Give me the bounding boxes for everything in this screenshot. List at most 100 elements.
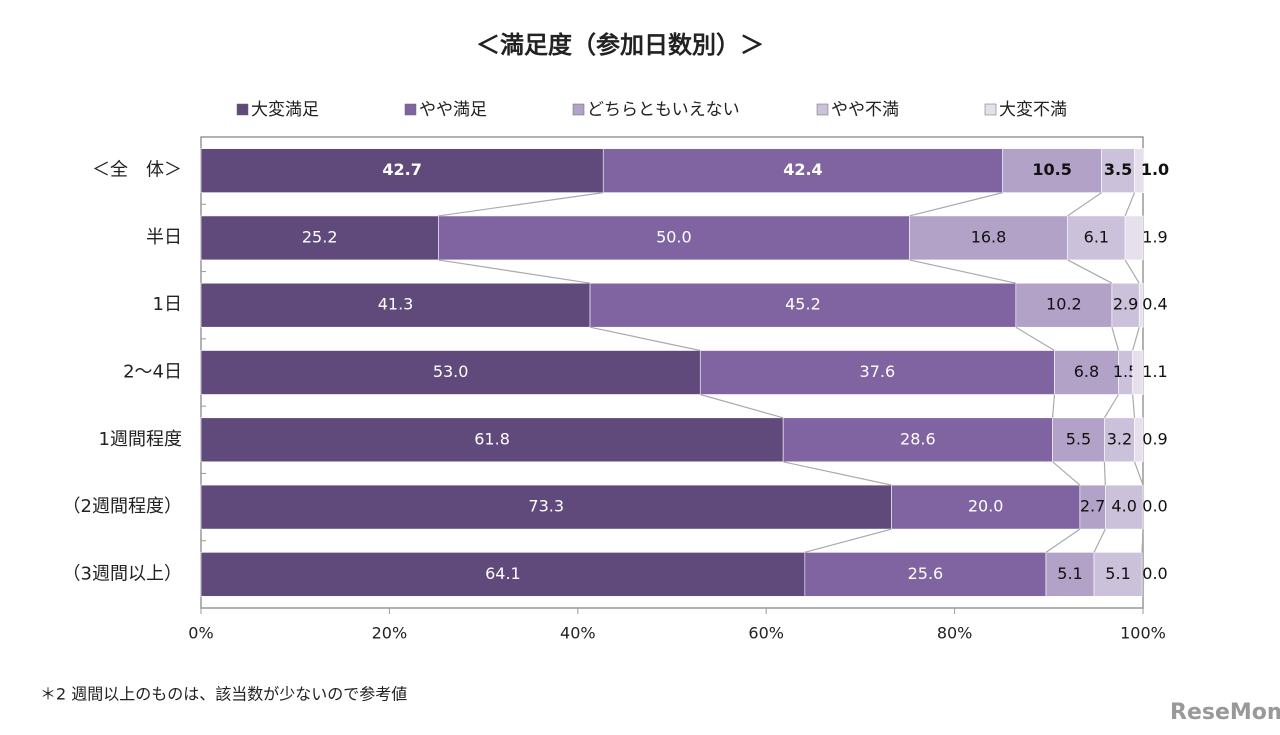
value-label: 1.1	[1142, 362, 1167, 381]
value-label: 1.5	[1113, 362, 1138, 381]
connector-line	[1067, 259, 1113, 284]
legend-swatch	[236, 103, 249, 116]
connector-line	[700, 393, 784, 419]
connector-line	[1132, 327, 1140, 351]
legend-label: 大変不満	[999, 100, 1067, 120]
value-label: 0.9	[1142, 429, 1167, 448]
x-tick-label: 40%	[560, 624, 596, 643]
y-tick-label: 1日	[153, 294, 182, 315]
value-label: 4.0	[1111, 497, 1136, 516]
legend-swatch	[572, 103, 585, 116]
legend-label: やや不満	[831, 100, 899, 120]
bar-segment	[1054, 350, 1119, 395]
connector-line	[1111, 327, 1120, 351]
value-label: 2.7	[1080, 497, 1105, 516]
connector-line	[1052, 461, 1081, 486]
connector-line	[589, 326, 701, 352]
value-label: 1.0	[1141, 160, 1169, 179]
connector-line	[1103, 394, 1120, 419]
value-label: 42.7	[382, 160, 421, 179]
x-tick-label: 0%	[188, 624, 213, 643]
y-tick-label: ＜全 体＞	[92, 160, 182, 181]
connector-line	[1067, 192, 1102, 217]
value-label: 0.0	[1142, 497, 1167, 516]
value-label: 1.9	[1142, 227, 1167, 246]
connector-line	[783, 461, 892, 486]
watermark: ReseMom	[1170, 700, 1280, 725]
legend-label: どちらともいえない	[587, 100, 740, 120]
bar-segment	[1067, 215, 1126, 261]
bar-segment	[1104, 417, 1135, 463]
connector-line	[909, 259, 1016, 284]
x-tick-label: 100%	[1120, 624, 1166, 643]
connector-line	[1093, 528, 1106, 553]
value-label: 41.3	[378, 295, 414, 314]
connector-line	[438, 192, 604, 217]
bar-segment	[589, 282, 1017, 328]
legend-label: やや満足	[419, 100, 487, 120]
footnote: ＊2 週間以上のものは、該当数が少ないので参考値	[40, 685, 407, 704]
bar-segment	[200, 148, 604, 193]
bar-segment	[602, 148, 1003, 193]
value-label: 0.0	[1142, 564, 1167, 583]
bar-segment	[1045, 552, 1095, 597]
connector-line	[1051, 394, 1056, 418]
bar-segment	[438, 215, 910, 261]
value-label: 5.1	[1105, 564, 1130, 583]
legend-swatch	[404, 103, 417, 116]
value-label: 10.2	[1046, 295, 1082, 314]
legend-swatch	[816, 103, 829, 116]
value-label: 5.5	[1066, 429, 1091, 448]
value-label: 10.5	[1032, 160, 1071, 179]
bar-segment	[804, 552, 1047, 597]
bar-segment	[782, 417, 1053, 463]
bar-segment	[1134, 148, 1145, 193]
bar-segment	[1002, 148, 1102, 193]
bar-segment	[1134, 417, 1144, 463]
connector-line	[909, 192, 1003, 217]
value-label: 50.0	[656, 227, 692, 246]
value-label: 6.1	[1084, 227, 1109, 246]
connector-line	[1124, 259, 1140, 284]
y-tick-label: （2週間程度）	[63, 496, 182, 517]
bar-segment	[200, 282, 591, 328]
legend-label: 大変満足	[251, 100, 319, 120]
bar-segment	[1132, 350, 1144, 395]
connector-line	[1103, 461, 1106, 486]
value-label: 61.8	[474, 429, 510, 448]
bar-segment	[891, 484, 1081, 530]
bar-segment	[200, 215, 439, 261]
legend-swatch	[984, 103, 997, 116]
connector-line	[1045, 528, 1081, 553]
y-tick-label: （3週間以上）	[63, 563, 182, 584]
value-label: 25.2	[302, 227, 338, 246]
value-label: 64.1	[485, 564, 521, 583]
bar-segment	[200, 552, 806, 597]
value-label: 53.0	[433, 362, 469, 381]
value-label: 20.0	[968, 497, 1004, 516]
x-tick-label: 20%	[372, 624, 408, 643]
bar-segment	[1124, 215, 1144, 261]
x-tick-label: 60%	[748, 624, 784, 643]
connector-line	[438, 259, 591, 284]
y-tick-label: 半日	[146, 227, 182, 248]
y-tick-label: 2～4日	[123, 362, 182, 383]
bar-segment	[1111, 282, 1140, 328]
bar-segment	[1138, 282, 1144, 328]
value-label: 45.2	[785, 295, 821, 314]
bar-segment	[200, 350, 701, 395]
bar-segment	[1093, 552, 1143, 597]
bar-segment	[699, 350, 1055, 395]
value-label: 2.9	[1113, 295, 1138, 314]
connector-line	[1133, 461, 1144, 486]
value-label: 0.4	[1142, 295, 1167, 314]
connector-line	[1015, 326, 1055, 352]
bar-segment	[1052, 417, 1105, 463]
value-label: 25.6	[908, 564, 944, 583]
y-tick-label: 1週間程度	[99, 429, 182, 450]
value-label: 73.3	[528, 497, 564, 516]
value-label: 3.2	[1107, 429, 1132, 448]
value-label: 28.6	[900, 429, 936, 448]
connector-line	[1132, 394, 1136, 418]
